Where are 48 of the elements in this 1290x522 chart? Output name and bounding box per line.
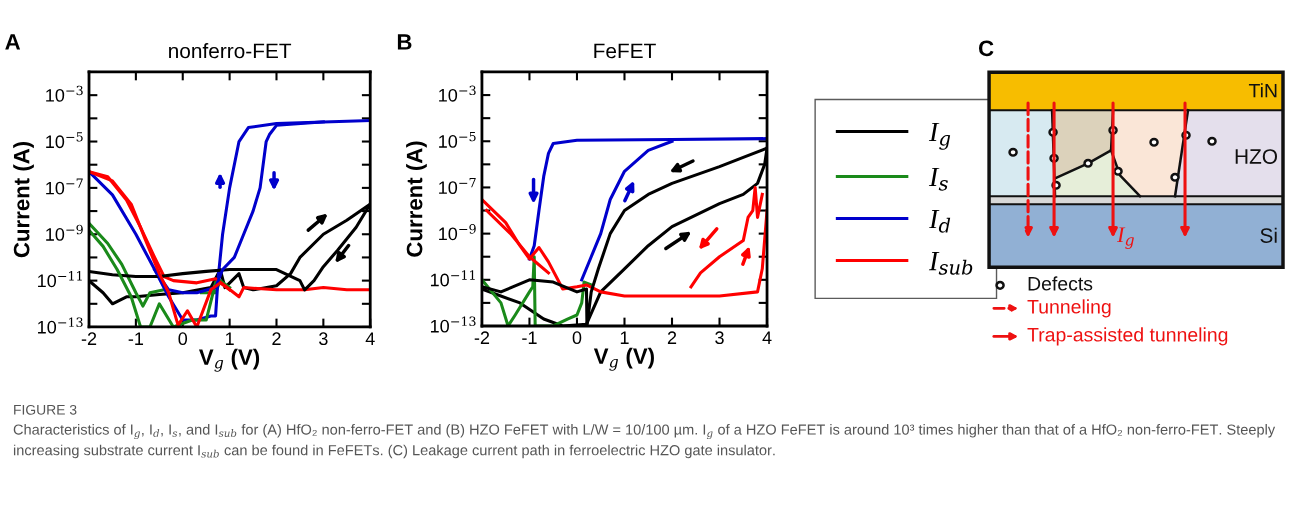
x-tick-label: -2 — [81, 332, 97, 345]
text: HZO — [1235, 149, 1278, 164]
x-tick-label: 2 — [667, 331, 677, 344]
x-tick-label: 4 — [365, 332, 375, 345]
text: I$_{g}$ — [1116, 227, 1134, 249]
text: TiN — [1248, 83, 1277, 98]
y-tick-label: 10$^{−13}$ — [38, 317, 83, 334]
text: A — [5, 34, 21, 50]
text: Characteristics of I$_{g}$, I$_{d}$, I$_{s}$, and I$_{sub}$ for (A) HfO₂ non-ferro-FET and (B) HZO FeFET with L/W = 10/100 µm. I$_{g}$ of a HZO FeFET is around 10³ times higher than that of a HfO₂ non-ferro-FET. Steeply increasing substrate current I$_{sub}$ can be found in FeFETs. (C) Leakage current path in ferroelectric HZO gate insulator. — [13, 424, 1276, 459]
y-tick-label: 10$^{−5}$ — [439, 131, 476, 148]
legend-label: I$_{s}$ — [928, 167, 948, 191]
x-tick-label: 1 — [225, 332, 234, 345]
x-tick-label: -1 — [128, 332, 144, 345]
text: Si — [1260, 227, 1277, 243]
y-tick-label: 10$^{−9}$ — [46, 224, 83, 241]
x-axis-title: V$_{g}$ (V) — [593, 347, 654, 371]
x-tick-label: 1 — [620, 331, 629, 344]
x-axis-title: V$_{g}$ (V) — [198, 348, 260, 372]
y-tick-label: 10$^{−11}$ — [430, 270, 475, 287]
legend-label: I$_{d}$ — [928, 209, 951, 233]
text: C — [978, 40, 994, 57]
y-axis-title: Current (A) — [13, 141, 34, 258]
text: Trap-assisted tunneling — [1027, 327, 1228, 346]
x-tick-label: 0 — [572, 331, 582, 345]
legend-label: I$_{sub}$ — [928, 251, 973, 275]
y-tick-label: 10$^{−7}$ — [46, 178, 83, 195]
x-tick-label: -2 — [474, 331, 490, 344]
x-tick-label: -1 — [522, 331, 537, 344]
y-tick-label: 10$^{−9}$ — [439, 224, 476, 241]
x-tick-label: 2 — [272, 332, 281, 345]
x-tick-label: 4 — [762, 331, 772, 344]
x-tick-label: 3 — [319, 332, 328, 346]
x-tick-label: 3 — [715, 331, 724, 345]
caption: FIGURE 3 — [14, 404, 77, 415]
chart-title: FeFET — [594, 43, 656, 59]
chart-title: nonferro-FET — [169, 43, 292, 59]
y-tick-label: 10$^{−11}$ — [38, 271, 82, 288]
y-axis-title: Current (A) — [406, 141, 427, 257]
x-tick-label: 0 — [178, 332, 188, 346]
y-tick-label: 10$^{−5}$ — [46, 132, 83, 149]
text: Defects — [1028, 276, 1093, 291]
text: Tunneling — [1027, 299, 1111, 318]
y-tick-label: 10$^{−3}$ — [439, 85, 476, 102]
y-tick-label: 10$^{−13}$ — [430, 316, 476, 333]
y-tick-label: 10$^{−3}$ — [46, 85, 83, 102]
y-tick-label: 10$^{−7}$ — [439, 178, 476, 195]
text: B — [397, 34, 412, 50]
legend-label: I$_{g}$ — [928, 122, 951, 150]
